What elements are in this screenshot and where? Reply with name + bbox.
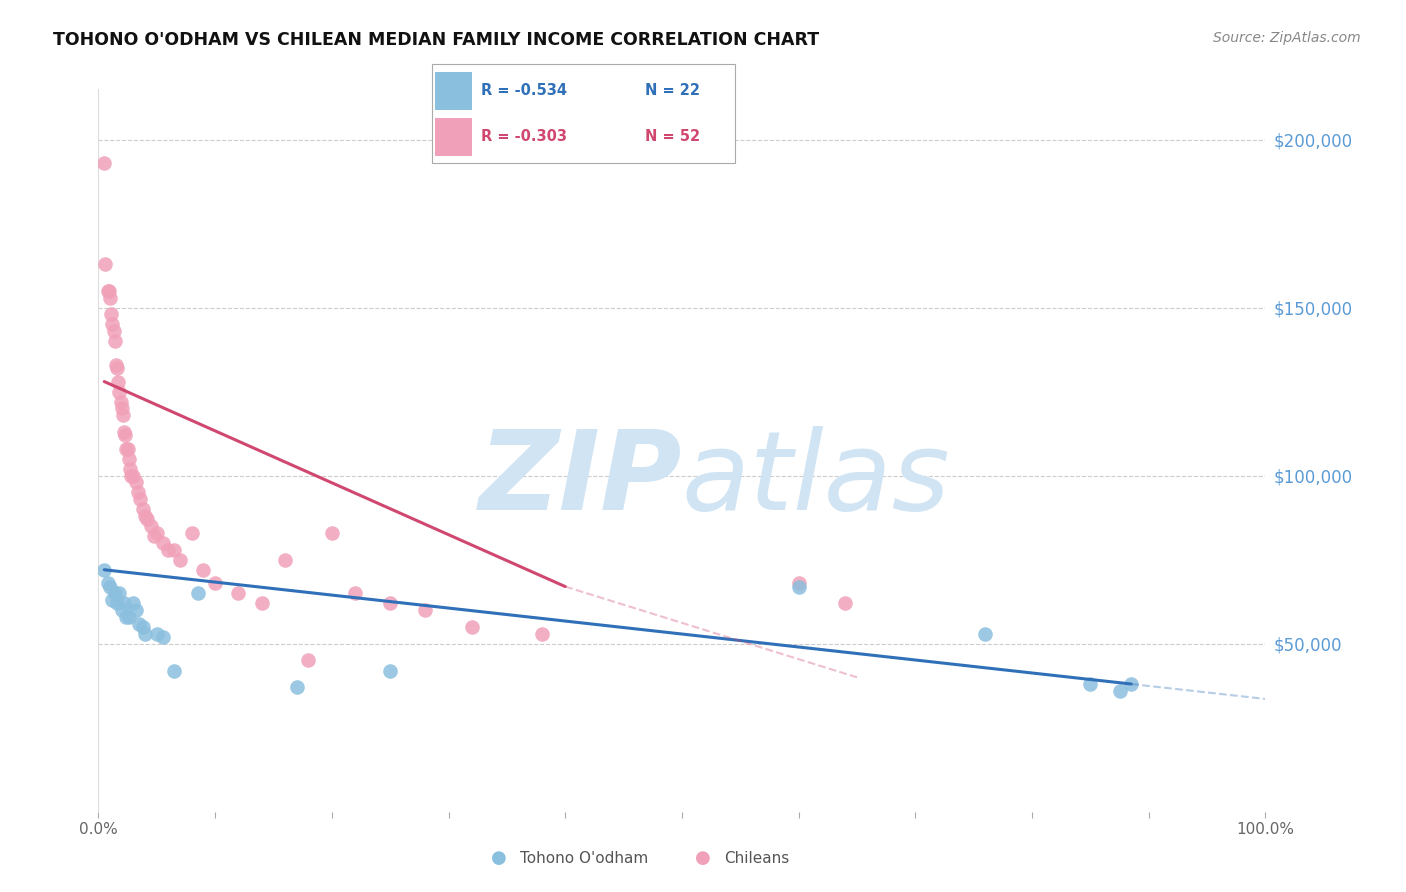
Point — [228, 586, 250, 600]
Point — [107, 375, 129, 389]
Point — [321, 525, 343, 540]
Text: ●: ● — [695, 849, 711, 867]
Point — [146, 626, 169, 640]
Point — [101, 593, 124, 607]
Point — [97, 284, 120, 298]
Point — [163, 542, 186, 557]
Point — [93, 563, 115, 577]
Point — [93, 156, 115, 170]
Point — [97, 576, 120, 591]
FancyBboxPatch shape — [432, 64, 735, 163]
Point — [146, 525, 169, 540]
Point — [114, 428, 136, 442]
Point — [1121, 677, 1143, 691]
Point — [118, 451, 141, 466]
Point — [103, 324, 125, 338]
Point — [250, 596, 273, 610]
Point — [380, 596, 402, 610]
Point — [152, 536, 174, 550]
FancyBboxPatch shape — [434, 71, 472, 110]
Point — [204, 576, 226, 591]
Point — [115, 442, 138, 456]
Point — [169, 552, 191, 566]
Point — [118, 609, 141, 624]
Text: ●: ● — [491, 849, 508, 867]
Point — [413, 603, 436, 617]
Text: Tohono O'odham: Tohono O'odham — [520, 851, 648, 865]
Point — [120, 468, 142, 483]
Point — [163, 664, 186, 678]
Point — [98, 291, 121, 305]
Point — [97, 284, 120, 298]
Point — [111, 401, 134, 416]
Point — [100, 307, 122, 321]
Text: N = 22: N = 22 — [645, 83, 700, 97]
Point — [344, 586, 367, 600]
Point — [111, 408, 134, 422]
Point — [129, 492, 152, 507]
Point — [157, 542, 180, 557]
Point — [115, 609, 138, 624]
Point — [193, 563, 215, 577]
Point — [125, 475, 148, 490]
Text: Chileans: Chileans — [724, 851, 789, 865]
Point — [187, 586, 209, 600]
Text: R = -0.303: R = -0.303 — [481, 128, 568, 144]
Point — [104, 358, 127, 372]
Point — [132, 502, 155, 516]
Point — [380, 664, 402, 678]
Point — [101, 318, 124, 332]
Text: TOHONO O'ODHAM VS CHILEAN MEDIAN FAMILY INCOME CORRELATION CHART: TOHONO O'ODHAM VS CHILEAN MEDIAN FAMILY … — [53, 31, 820, 49]
Text: atlas: atlas — [682, 425, 950, 533]
Point — [105, 361, 128, 376]
Point — [125, 603, 148, 617]
Point — [111, 603, 134, 617]
Point — [834, 596, 856, 610]
Point — [132, 620, 155, 634]
Point — [139, 519, 162, 533]
Point — [461, 620, 484, 634]
Point — [152, 630, 174, 644]
Point — [128, 616, 150, 631]
Text: R = -0.534: R = -0.534 — [481, 83, 568, 97]
Point — [1080, 677, 1102, 691]
Point — [108, 384, 131, 399]
Point — [118, 462, 141, 476]
Point — [122, 596, 145, 610]
Point — [530, 626, 553, 640]
Point — [143, 529, 166, 543]
Point — [180, 525, 202, 540]
Text: N = 52: N = 52 — [645, 128, 700, 144]
Point — [134, 626, 156, 640]
Point — [974, 626, 997, 640]
Point — [117, 442, 139, 456]
Point — [297, 653, 319, 667]
Point — [112, 425, 135, 439]
Text: Source: ZipAtlas.com: Source: ZipAtlas.com — [1213, 31, 1361, 45]
Point — [285, 681, 308, 695]
Point — [134, 508, 156, 523]
Point — [127, 485, 149, 500]
Point — [105, 596, 128, 610]
Point — [98, 580, 121, 594]
Point — [136, 512, 159, 526]
Point — [108, 586, 131, 600]
Text: ZIP: ZIP — [478, 425, 682, 533]
Point — [110, 394, 132, 409]
FancyBboxPatch shape — [434, 118, 472, 156]
Point — [1108, 683, 1130, 698]
Point — [94, 257, 117, 271]
Point — [787, 576, 810, 591]
Point — [104, 334, 127, 349]
Point — [122, 468, 145, 483]
Point — [112, 596, 135, 610]
Point — [104, 586, 127, 600]
Point — [787, 580, 810, 594]
Point — [274, 552, 297, 566]
